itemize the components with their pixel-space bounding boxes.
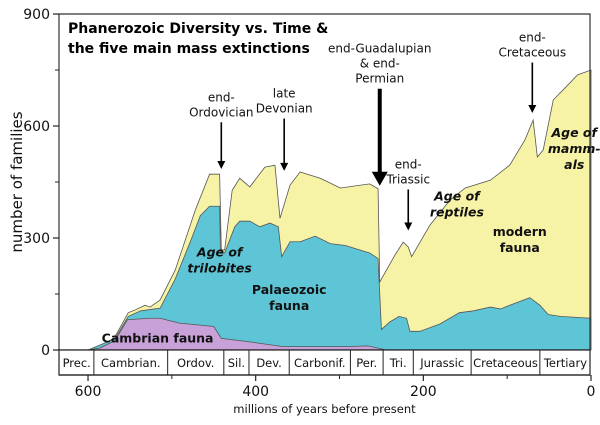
extinction-label: late — [273, 87, 296, 101]
chart-title: the five main mass extinctions — [68, 41, 310, 57]
extinction-label: end- — [519, 31, 546, 45]
region-label: reptiles — [430, 205, 484, 220]
region-label: Age of — [550, 125, 598, 140]
period-bar-frame — [58, 349, 591, 376]
arrow-head-icon — [528, 104, 537, 113]
period-label: Tertiary — [543, 356, 587, 370]
period-label: Prec. — [63, 356, 91, 370]
extinction-annotation: end-Cretaceous — [498, 31, 566, 113]
period-label: Sil. — [228, 356, 245, 370]
extinction-label: end-Guadalupian — [328, 42, 431, 56]
extinction-label: & end- — [360, 57, 400, 71]
x-tick-label: 200 — [410, 384, 437, 400]
y-tick-label: 0 — [41, 343, 50, 359]
extinction-annotation: end-Triassic — [385, 157, 430, 231]
extinction-label: Triassic — [385, 172, 430, 186]
extinction-label: end- — [208, 90, 235, 104]
region-label: modern — [493, 224, 547, 239]
period-label: Jurassic — [419, 356, 464, 370]
x-tick-label: 0 — [587, 384, 596, 400]
region-label: Cambrian fauna — [102, 331, 214, 346]
arrow-head-icon — [280, 162, 289, 171]
extinction-label: end- — [395, 157, 422, 171]
period-label: Cambrian. — [101, 356, 161, 370]
period-label: Tri. — [389, 356, 407, 370]
period-bar: Prec. Cambrian. Ordov. Sil. Dev. Carbonif. Per… — [58, 349, 591, 376]
region-label: Age of — [433, 189, 481, 204]
period-label: Carbonif. — [294, 356, 346, 370]
area-cambrian — [87, 317, 386, 351]
period-label: Cretaceous — [473, 356, 538, 370]
arrow-head-icon — [217, 160, 226, 169]
chart-title: Phanerozoic Diversity vs. Time & — [68, 21, 328, 37]
region-label: Palaeozoic — [252, 282, 327, 297]
extinction-annotation: end-Guadalupian& end-Permian — [328, 42, 431, 186]
y-tick-label: 300 — [23, 231, 50, 247]
area-palaeozoic — [87, 205, 592, 351]
extinction-label: Cretaceous — [498, 46, 566, 60]
y-tick-label: 900 — [23, 7, 50, 23]
region-label: mamm- — [548, 141, 600, 156]
extinction-label: Devonian — [256, 102, 313, 116]
arrow-head-icon — [371, 171, 388, 186]
period-label: Ordov. — [177, 356, 214, 370]
x-tick-label: 600 — [75, 384, 102, 400]
extinction-label: Ordovician — [189, 105, 253, 119]
region-label: Age of — [196, 245, 244, 260]
period-label: Per. — [356, 356, 377, 370]
arrow-head-icon — [404, 222, 413, 231]
region-label: als — [564, 157, 584, 172]
extinction-label: Permian — [355, 72, 404, 86]
x-tick-label: 400 — [242, 384, 269, 400]
region-label: trilobites — [187, 261, 251, 276]
y-axis-label: number of families — [8, 111, 26, 252]
extinction-annotation: end-Ordovician — [189, 90, 254, 169]
y-tick-label: 600 — [23, 119, 50, 135]
region-label: fauna — [269, 298, 309, 313]
x-axis-label: millions of years before present — [233, 402, 416, 416]
period-label: Dev. — [256, 356, 282, 370]
region-label: fauna — [500, 240, 540, 255]
